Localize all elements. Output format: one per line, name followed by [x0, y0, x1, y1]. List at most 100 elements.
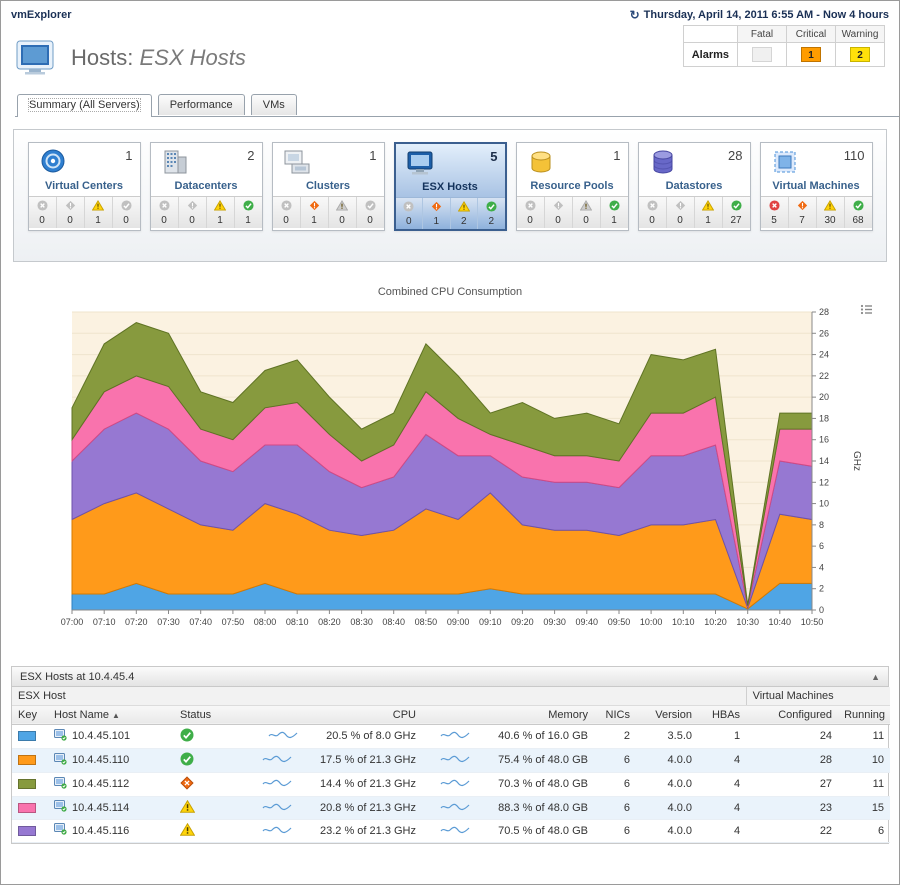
tile-virtual-machine[interactable]: 110 Virtual Machines 5 7 30 68 — [759, 142, 873, 231]
alarm-cell-critical[interactable]: 0 — [543, 197, 572, 228]
col-header-memory[interactable]: Memory — [422, 705, 594, 725]
warning-icon — [213, 200, 227, 214]
normal-icon — [120, 200, 132, 214]
col-header-cpu[interactable]: CPU — [236, 705, 422, 725]
alarm-cell-fatal[interactable]: 5 — [761, 197, 788, 228]
col-header-hbas[interactable]: HBAs — [698, 705, 747, 725]
alarm-cell-normal[interactable]: 27 — [721, 197, 750, 228]
alarm-cell-critical[interactable]: 0 — [55, 197, 84, 228]
table-row[interactable]: 10.4.45.114 20.8 % of 21.3 GHz 88.3 % of 4… — [12, 796, 891, 820]
memory-value: 70.5 % of 48.0 GB — [498, 824, 588, 837]
alarm-cell-critical[interactable]: 1 — [299, 197, 328, 228]
alarm-count: 0 — [67, 215, 73, 226]
status-warning-icon — [179, 822, 196, 839]
status-normal-icon — [180, 728, 194, 745]
tile-top: 28 — [639, 143, 750, 179]
clock-refresh-icon: ↻ — [629, 8, 640, 22]
svg-text:08:50: 08:50 — [415, 617, 438, 627]
alarm-critical-cell[interactable]: 1 — [786, 42, 836, 67]
alarm-cell-warning[interactable]: 1 — [205, 197, 234, 228]
tile-virtual-center[interactable]: 1 Virtual Centers 0 0 1 0 — [27, 142, 141, 231]
memory-sparkline — [440, 801, 470, 815]
cpu-sparkline — [262, 753, 292, 767]
chart-options-icon[interactable] — [860, 304, 873, 318]
cpu-value: 14.4 % of 21.3 GHz — [320, 778, 416, 790]
host-name-link[interactable]: 10.4.45.112 — [72, 778, 130, 790]
normal-icon — [486, 201, 497, 215]
tile-esx-host[interactable]: 5 ESX Hosts 0 1 2 2 — [393, 142, 507, 231]
tab-summary-all-servers[interactable]: Summary (All Servers) — [17, 94, 152, 117]
tile-resource-pool[interactable]: 1 Resource Pools 0 0 0 1 — [515, 142, 629, 231]
alarm-cell-critical[interactable]: 0 — [177, 197, 206, 228]
alarm-cell-critical[interactable]: 0 — [665, 197, 694, 228]
col-header-key[interactable]: Key — [12, 705, 48, 725]
table-row[interactable]: 10.4.45.112 14.4 % of 21.3 GHz 70.3 % of 4… — [12, 772, 891, 797]
alarm-cell-fatal[interactable]: 0 — [151, 197, 178, 228]
alarm-cell-fatal[interactable]: 0 — [29, 197, 56, 228]
alarm-cell-fatal[interactable]: 0 — [273, 197, 300, 228]
col-header-configured[interactable]: Configured — [746, 705, 839, 725]
status-warning-icon — [179, 799, 196, 816]
host-name-cell: 10.4.45.101 — [48, 724, 174, 749]
col-header-version[interactable]: Version — [636, 705, 698, 725]
alarm-cell-normal[interactable]: 0 — [355, 197, 384, 228]
host-name-link[interactable]: 10.4.45.114 — [72, 801, 130, 814]
alarm-cell-normal[interactable]: 2 — [477, 198, 505, 229]
table-row[interactable]: 10.4.45.110 17.5 % of 21.3 GHz 75.4 % of 4… — [12, 748, 891, 773]
alarm-cell-fatal[interactable]: 0 — [639, 197, 666, 228]
collapse-panel-icon[interactable]: ▲ — [871, 671, 880, 682]
alarm-cell-warning[interactable]: 0 — [327, 197, 356, 228]
configured-cell: 24 — [746, 724, 839, 749]
alarm-cell-normal[interactable]: 68 — [843, 197, 872, 228]
alarm-fatal-cell[interactable] — [737, 42, 787, 67]
time-range-selector[interactable]: ↻ Thursday, April 14, 2011 6:55 AM - Now… — [630, 8, 889, 22]
svg-text:07:00: 07:00 — [61, 617, 84, 627]
svg-text:09:50: 09:50 — [608, 617, 631, 627]
alarm-cell-fatal[interactable]: 0 — [517, 197, 544, 228]
col-header-running[interactable]: Running — [838, 705, 891, 725]
host-name-link[interactable]: 10.4.45.116 — [72, 824, 130, 837]
col-header-status[interactable]: Status — [174, 705, 236, 725]
alarm-cell-warning[interactable]: 30 — [815, 197, 844, 228]
alarm-cell-warning[interactable]: 1 — [693, 197, 722, 228]
alarm-cell-warning[interactable]: 2 — [449, 198, 478, 229]
svg-text:2: 2 — [819, 584, 824, 594]
svg-text:12: 12 — [819, 477, 829, 487]
svg-text:09:00: 09:00 — [447, 617, 470, 627]
tab-performance-label: Performance — [169, 99, 233, 111]
alarm-cell-normal[interactable]: 1 — [233, 197, 262, 228]
alarm-cell-normal[interactable]: 1 — [599, 197, 628, 228]
svg-text:10:50: 10:50 — [801, 617, 824, 627]
tab-performance[interactable]: Performance — [157, 94, 245, 115]
svg-text:07:40: 07:40 — [189, 617, 212, 627]
fatal-icon — [768, 200, 780, 214]
alarm-cell-fatal[interactable]: 0 — [396, 198, 423, 229]
key-cell — [12, 772, 48, 797]
host-name-link[interactable]: 10.4.45.101 — [72, 730, 131, 742]
time-range-label: Thursday, April 14, 2011 6:55 AM - Now 4… — [643, 9, 889, 21]
tile-datacenter[interactable]: 2 Datacenters 0 0 1 1 — [149, 142, 263, 231]
critical-count-badge: 1 — [801, 47, 821, 62]
host-name-link[interactable]: 10.4.45.110 — [72, 754, 130, 766]
status-cell — [174, 748, 236, 773]
alarm-cell-normal[interactable]: 0 — [111, 197, 140, 228]
alarm-warning-cell[interactable]: 2 — [835, 42, 885, 67]
tab-vms[interactable]: VMs — [250, 94, 297, 115]
alarm-cell-warning[interactable]: 1 — [83, 197, 112, 228]
cpu-sparkline — [262, 824, 292, 838]
configured-cell: 27 — [746, 772, 839, 797]
critical-icon — [675, 200, 686, 214]
table-row[interactable]: 10.4.45.116 23.2 % of 21.3 GHz 70.5 % of 4… — [12, 819, 891, 843]
col-header-host-name[interactable]: Host Name ▲ — [48, 705, 174, 725]
tile-datastore[interactable]: 28 Datastores 0 0 1 27 — [637, 142, 751, 231]
table-row[interactable]: 10.4.45.101 20.5 % of 8.0 GHz 40.6 % of 16… — [12, 724, 891, 749]
memory-cell: 40.6 % of 16.0 GB — [422, 724, 594, 749]
alarm-cell-critical[interactable]: 1 — [422, 198, 450, 229]
col-header-nics[interactable]: NICs — [594, 705, 636, 725]
alarm-count: 0 — [339, 215, 345, 226]
warning-icon — [579, 200, 593, 214]
alarm-cell-critical[interactable]: 7 — [787, 197, 816, 228]
svg-text:07:30: 07:30 — [157, 617, 180, 627]
alarm-cell-warning[interactable]: 0 — [571, 197, 600, 228]
tile-cluster[interactable]: 1 Clusters 0 1 0 0 — [271, 142, 385, 231]
